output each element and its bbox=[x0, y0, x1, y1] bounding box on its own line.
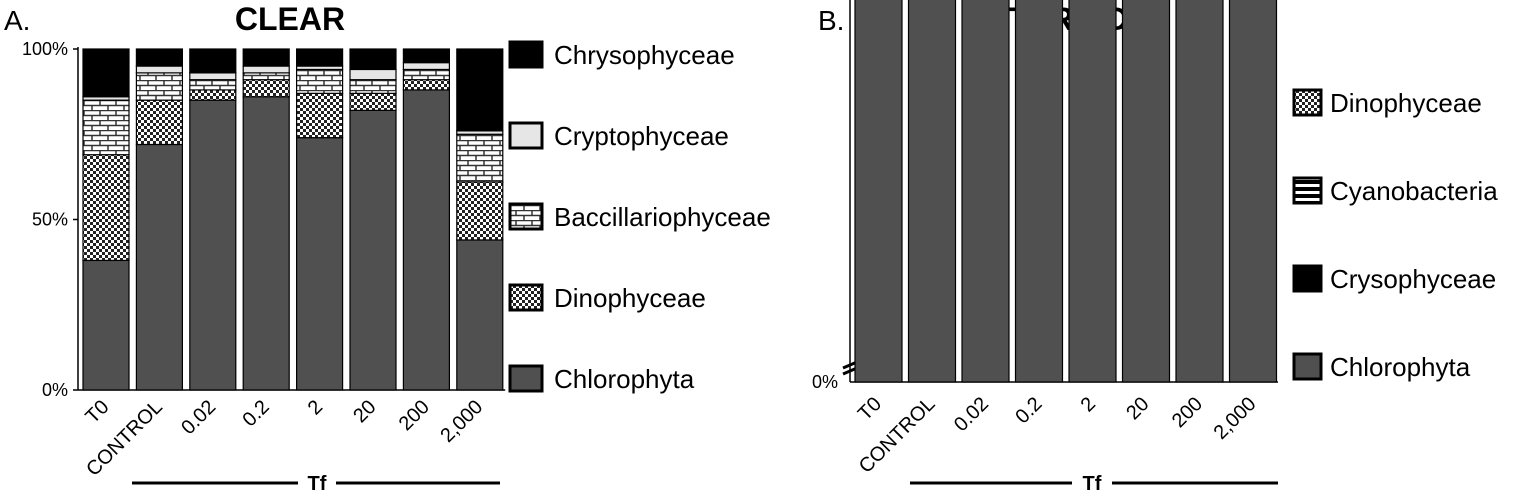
panel-b-bar-chlorophyta-0-2 bbox=[1014, 0, 1064, 383]
legend-b-label-cyanobacteria: Cyanobacteria bbox=[1330, 176, 1498, 206]
panel-a-bar-baccillariophyceae-control bbox=[135, 72, 183, 101]
panel-a-bar-chrysophyceae-control bbox=[135, 48, 183, 67]
panel-a-bar-chrysophyceae-200 bbox=[402, 48, 450, 64]
legend-a-swatch-baccillariophyceae bbox=[508, 202, 544, 231]
panel-b-bar-chlorophyta-0-02 bbox=[961, 0, 1010, 383]
panel-b-bar-chlorophyta-t0 bbox=[854, 0, 903, 383]
legend-a-swatch-chlorophyta bbox=[508, 364, 544, 393]
legend-a-label-chrysophyceae: Chrysophyceae bbox=[554, 40, 735, 70]
panel-a-x-tick-label: 0.2 bbox=[239, 396, 274, 431]
panel-a-bar-cryptophyceae-200 bbox=[402, 62, 450, 71]
panel-a-x-tick-label: 0.02 bbox=[177, 396, 220, 439]
legend-b-swatch-crysophyceae bbox=[1292, 264, 1323, 293]
legend-a-swatch-dinophyceae bbox=[508, 283, 544, 312]
panel-a-bar-chlorophyta-0-2 bbox=[242, 96, 290, 391]
legend-a-swatch-cryptophyceae bbox=[508, 121, 544, 150]
panel-b-y-tick-label: 0% bbox=[812, 372, 838, 392]
legend-b-swatch-dinophyceae bbox=[1292, 88, 1323, 117]
panel-a-bar-cryptophyceae-20 bbox=[349, 68, 397, 81]
panel-a-bar-dinophyceae-2 bbox=[296, 92, 344, 139]
panel-a-bar-cryptophyceae-0-02 bbox=[189, 72, 237, 81]
panel-a-bar-dinophyceae-20 bbox=[349, 92, 397, 111]
panel-b-legend: Dinophyceae Cyanobacteria Crysophyceae Chlo… bbox=[1292, 88, 1498, 382]
panel-b-x-tick-label: 0.2 bbox=[1011, 393, 1046, 428]
panel-b-x-tick-label: T0 bbox=[854, 393, 886, 425]
panel-a-bar-baccillariophyceae-t0 bbox=[82, 99, 130, 156]
panel-a-bar-chlorophyta-2 bbox=[296, 137, 344, 391]
panel-a-bar-cryptophyceae-control bbox=[135, 65, 183, 74]
panel-a-bar-dinophyceae-control bbox=[135, 99, 183, 146]
panel-a-y-tick-label: 0% bbox=[42, 380, 68, 400]
panel-b-group-label: Tf bbox=[1083, 473, 1102, 495]
panel-a-letter: A. bbox=[4, 5, 30, 36]
panel-a-bar-baccillariophyceae-0-2 bbox=[242, 72, 290, 81]
panel-b-x-tick-label: 2 bbox=[1077, 393, 1100, 416]
panel-b-x-tick-label: 0.02 bbox=[950, 393, 993, 436]
panel-a-bar-cryptophyceae-0-2 bbox=[242, 65, 290, 74]
panel-a-y-tick-label: 100% bbox=[22, 39, 68, 59]
legend-a-swatch-chrysophyceae bbox=[508, 40, 544, 69]
panel-a-bar-baccillariophyceae-2-000 bbox=[456, 133, 504, 183]
legend-b-label-chlorophyta: Chlorophyta bbox=[1330, 352, 1471, 382]
panel-b-bar-chlorophyta-20 bbox=[1121, 0, 1171, 383]
panel-a-bar-baccillariophyceae-200 bbox=[402, 68, 450, 81]
panel-b-bar-chlorophyta-2 bbox=[1068, 0, 1117, 383]
legend-b-label-crysophyceae: Crysophyceae bbox=[1330, 264, 1496, 294]
panel-b-bar-chlorophyta-2-000 bbox=[1228, 0, 1278, 383]
panel-a-bar-baccillariophyceae-20 bbox=[349, 79, 397, 94]
panel-a-bar-dinophyceae-2-000 bbox=[456, 181, 504, 241]
panel-a-bar-chrysophyceae-2-000 bbox=[456, 48, 504, 132]
panel-a-bar-baccillariophyceae-0-02 bbox=[189, 79, 237, 91]
panel-a-bar-chrysophyceae-0-2 bbox=[242, 48, 290, 67]
legend-b-label-dinophyceae: Dinophyceae bbox=[1330, 88, 1482, 118]
panel-b-letter: B. bbox=[818, 5, 844, 36]
legend-b-swatch-cyanobacteria bbox=[1292, 176, 1323, 205]
panel-b-bar-chlorophyta-control bbox=[907, 0, 957, 383]
panel-a-bar-chlorophyta-2-000 bbox=[456, 239, 504, 391]
panel-a-bar-chrysophyceae-t0 bbox=[82, 48, 130, 98]
panel-a-bars bbox=[82, 48, 504, 391]
panel-b-x-tick-label: 2,000 bbox=[1210, 393, 1261, 444]
panel-a-bar-dinophyceae-200 bbox=[402, 79, 450, 91]
panel-a-bar-chlorophyta-20 bbox=[349, 109, 397, 391]
panel-a-y-tick-label: 50% bbox=[32, 210, 68, 230]
panel-b-x-tick-label: 20 bbox=[1122, 393, 1153, 424]
panel-b-x-tick-label: 200 bbox=[1168, 393, 1207, 432]
panel-a-x-tick-label: 200 bbox=[395, 396, 434, 435]
panel-b-bar-chlorophyta-200 bbox=[1175, 0, 1224, 383]
panel-a-bar-dinophyceae-t0 bbox=[82, 154, 130, 262]
legend-a-label-chlorophyta: Chlorophyta bbox=[554, 364, 695, 394]
panel-a-bar-dinophyceae-0-02 bbox=[189, 89, 237, 101]
panel-a-bar-baccillariophyceae-2 bbox=[296, 68, 344, 94]
panel-a-x-tick-label: 20 bbox=[349, 396, 380, 427]
panel-a-bar-chlorophyta-control bbox=[135, 143, 183, 391]
panel-a-x-tick-label: 2,000 bbox=[436, 396, 487, 447]
panel-b-bars bbox=[854, 0, 1278, 383]
panel-a-x-tick-label: 2 bbox=[304, 396, 327, 419]
legend-b-swatch-chlorophyta bbox=[1292, 352, 1323, 381]
panel-a-bar-dinophyceae-0-2 bbox=[242, 79, 290, 98]
panel-a-bar-chrysophyceae-0-02 bbox=[189, 48, 237, 74]
panel-a-bar-chlorophyta-0-02 bbox=[189, 99, 237, 391]
panel-a-title: CLEAR bbox=[235, 1, 345, 37]
panel-a-bar-chrysophyceae-2 bbox=[296, 48, 344, 67]
panel-a-bar-chlorophyta-t0 bbox=[82, 259, 130, 391]
legend-a-label-cryptophyceae: Cryptophyceae bbox=[554, 121, 729, 151]
panel-a-group-label: Tf bbox=[308, 473, 327, 495]
panel-a-bar-chlorophyta-200 bbox=[402, 89, 450, 391]
legend-a-label-dinophyceae: Dinophyceae bbox=[554, 283, 706, 313]
panel-a-legend: Chrysophyceae Cryptophyceae Baccillariophy… bbox=[508, 40, 771, 394]
panel-a-x-tick-label: T0 bbox=[81, 396, 113, 428]
legend-a-label-baccillariophyceae: Baccillariophyceae bbox=[554, 202, 771, 232]
panel-a-bar-chrysophyceae-20 bbox=[349, 48, 397, 71]
